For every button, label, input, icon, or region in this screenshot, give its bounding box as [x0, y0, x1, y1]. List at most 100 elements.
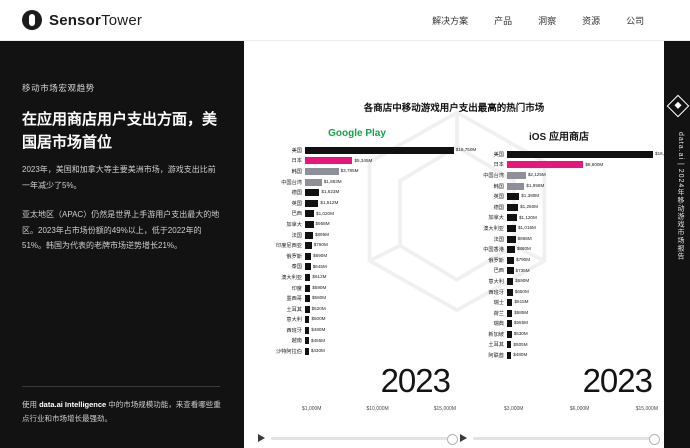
google-play-bars: 美国 $16,750M 日本 $5,345M 韩国 $3,785M 中国台湾 $1,883M 德… [258, 145, 476, 357]
bar-value-label: $5,345M [354, 157, 373, 163]
bar-category-label: 美国 [291, 147, 302, 154]
bar-row: 阿联酋 $480M [460, 350, 658, 361]
timeline-slider[interactable] [271, 433, 458, 445]
bar-fill [507, 161, 584, 169]
bar-row: 沙特阿拉伯 $430M [258, 346, 456, 357]
bar-track: $612M [305, 273, 456, 281]
bar-category-label: 加拿大 [286, 221, 302, 228]
bar-fill [305, 284, 311, 292]
bar-fill [507, 193, 520, 201]
bar-value-label: $2,125M [527, 172, 546, 178]
bar-row: 土耳其 $505M [460, 340, 658, 351]
bar-row: 荷兰 $585M [460, 308, 658, 319]
bar-category-label: 瑞士 [493, 300, 504, 307]
bar-category-label: 巴西 [291, 211, 302, 218]
bar-value-label: $585M [514, 309, 529, 315]
bar-row: 澳大利亚 $1,015M [460, 223, 658, 234]
bar-value-label: $8,600M [585, 161, 604, 167]
bar-value-label: $16,750M [455, 146, 477, 152]
bar-track: $690M [305, 252, 456, 260]
gp-tick-3: $15,000M [433, 406, 456, 412]
bar-row: 德国 $1,623M [258, 187, 456, 198]
footnote-brand: data.ai Intelligence [39, 400, 107, 409]
footnote-rest: 中的市场规模功能，来查看哪些重点行业和市场增长最强劲。 [22, 400, 221, 424]
bar-category-label: 俄罗斯 [488, 257, 504, 264]
ios-tick-1: $3,000M [504, 406, 524, 412]
bar-fill [305, 337, 310, 345]
bar-fill [507, 352, 512, 360]
bar-track: $560M [305, 295, 456, 303]
bar-track: $880M [507, 246, 658, 254]
bar-category-label: 德国 [493, 204, 504, 211]
nav-link-company[interactable]: 公司 [626, 15, 645, 26]
bar-row: 美国 $16,440M [460, 149, 664, 160]
bar-fill [305, 326, 310, 334]
bar-value-label: $760M [313, 242, 328, 248]
bar-fill [305, 199, 319, 207]
bar-row: 西班牙 $480M [258, 325, 456, 336]
bar-fill [507, 224, 516, 232]
bar-value-label: $1,512M [320, 199, 339, 205]
bar-row: 法国 $895M [258, 230, 456, 241]
nav-link-insights[interactable]: 洞察 [538, 15, 557, 26]
bar-value-label: $455M [311, 337, 326, 343]
bar-row: 英国 $1,512M [258, 198, 456, 209]
bar-track: $958M [305, 220, 456, 228]
bar-category-label: 印度尼西亚 [276, 243, 302, 250]
nav-links: 解决方案 产品 洞察 资源 公司 联系我们 [432, 0, 690, 47]
data-ai-diamond-icon [666, 94, 690, 118]
play-icon[interactable] [460, 434, 467, 442]
bar-row: 法国 $968M [460, 234, 658, 245]
timeline-knob[interactable] [447, 433, 458, 445]
bar-fill [507, 267, 514, 275]
bar-row: 韩国 $3,785M [258, 166, 456, 177]
nav-link-solutions[interactable]: 解决方案 [432, 15, 469, 26]
bar-value-label: $645M [312, 263, 327, 269]
bar-fill [507, 330, 512, 338]
brand-logo[interactable]: SensorTower [22, 10, 142, 30]
ios-tick-2: $6,000M [569, 406, 590, 412]
nav-link-products[interactable]: 产品 [494, 15, 513, 26]
google-play-year-label: 2023 [380, 362, 451, 399]
bar-category-label: 美国 [493, 151, 504, 158]
google-play-player[interactable] [258, 432, 458, 445]
bar-fill [305, 189, 320, 197]
bar-category-label: 巴西 [493, 268, 504, 275]
bar-row: 巴西 $1,020M [258, 209, 456, 220]
body-paragraph-2: 亚太地区（APAC）仍然是世界上手游用户支出最大的地区。2023年占市场份额的4… [22, 210, 220, 251]
bar-fill [507, 171, 526, 179]
bar-fill [305, 210, 315, 218]
bar-value-label: $790M [516, 256, 531, 262]
play-icon[interactable] [258, 434, 265, 442]
bar-track: $1,958M [507, 182, 658, 190]
bar-fill [507, 150, 654, 158]
bar-category-label: 意大利 [488, 278, 504, 285]
bar-fill [507, 182, 525, 190]
bar-track: $735M [507, 267, 658, 275]
bar-category-label: 土耳其 [286, 306, 302, 313]
ios-player[interactable] [460, 432, 660, 445]
bar-fill [507, 320, 512, 328]
timeline-slider[interactable] [473, 433, 660, 445]
bar-row: 越南 $455M [258, 336, 456, 347]
bar-row: 巴西 $735M [460, 266, 658, 277]
bar-value-label: $880M [516, 246, 531, 252]
bar-fill [305, 273, 311, 281]
bar-value-label: $958M [315, 221, 330, 227]
bar-value-label: $968M [517, 235, 532, 241]
bar-row: 日本 $5,345M [258, 156, 456, 167]
bar-value-label: $1,020M [316, 210, 334, 216]
bar-track: $455M [305, 337, 456, 345]
bar-value-label: $1,958M [526, 182, 545, 188]
section-body: 2023年，美国和加拿大等主要美洲市场，游戏支出比前一年减少了5%。 亚太地区（… [22, 162, 220, 268]
bar-fill [305, 316, 310, 324]
timeline-knob[interactable] [649, 433, 660, 445]
bar-track: $1,623M [305, 189, 456, 197]
bar-fill [305, 242, 312, 250]
nav-link-resources[interactable]: 资源 [582, 15, 601, 26]
left-article-panel: 移动市场宏观趋势 在应用商店用户支出方面，美国居市场首位 2023年，美国和加拿… [0, 40, 244, 448]
section-title: 在应用商店用户支出方面，美国居市场首位 [22, 111, 218, 152]
bar-track: $590M [305, 284, 456, 292]
bar-track: $520M [305, 305, 456, 313]
bar-category-label: 荷兰 [493, 310, 504, 317]
